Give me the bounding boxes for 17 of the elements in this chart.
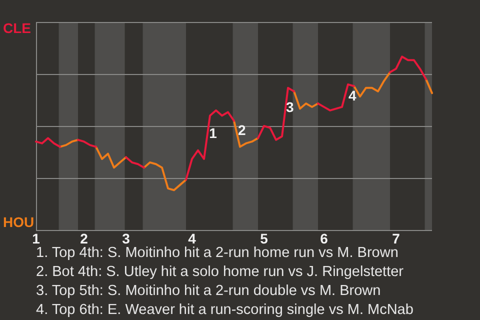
text: 4. Top 6th: E. Weaver hit a run-scoring single vs M. McNab [36, 301, 414, 320]
annotation: 2 [238, 122, 246, 138]
x-tick-label: 4 [188, 230, 196, 246]
text: 2. Bot 4th: S. Utley hit a solo home run vs J. Ringelstetter [36, 263, 405, 282]
x-tick-label: 7 [392, 230, 400, 246]
x-tick-label: 1 [32, 230, 40, 246]
text: 3. Top 5th: S. Moitinho hit a 2-run double vs M. Brown [36, 282, 382, 301]
annotation: 3 [286, 98, 294, 115]
text: 1. Top 4th: S. Moitinho hit a 2-run home run vs M. Brown [36, 244, 400, 263]
text: HOU [3, 214, 34, 230]
x-tick-label: 3 [122, 230, 130, 246]
text: CLE [3, 20, 31, 36]
annotation: 4 [348, 88, 357, 104]
x-tick-label: 5 [260, 230, 268, 246]
x-tick-label: 6 [320, 230, 328, 246]
x-tick-label: 2 [80, 230, 88, 246]
annotation: 1 [209, 124, 218, 141]
